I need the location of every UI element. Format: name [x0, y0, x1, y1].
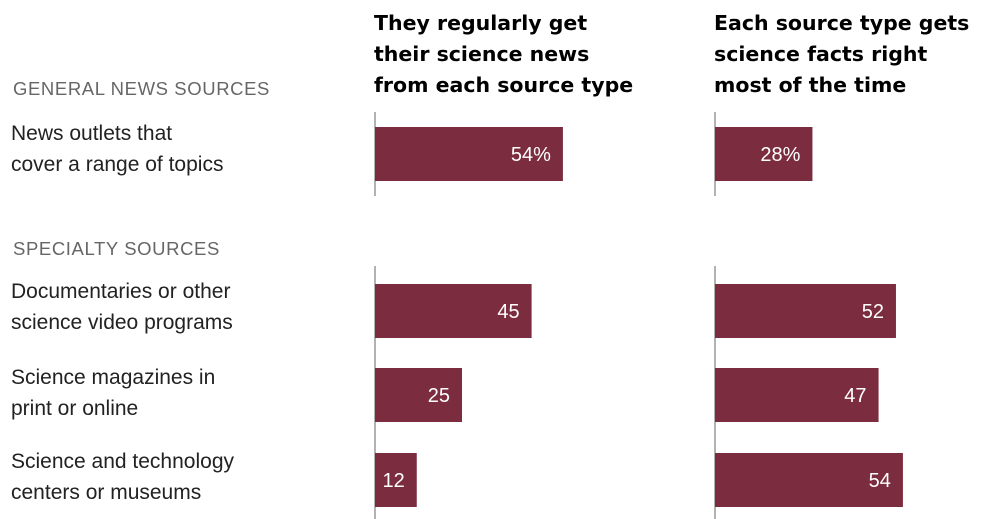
bar-value-label-1-3: 54 — [869, 470, 891, 492]
row-label-news-outlets: News outlets that cover a range of topic… — [11, 118, 331, 180]
right-title-line-2: science facts right — [714, 42, 928, 66]
bar-value-label-1-1: 52 — [862, 301, 884, 323]
bar-0-0 — [375, 127, 563, 181]
right-title-line-3: most of the time — [714, 73, 907, 97]
right-title-line-1: Each source type gets — [714, 11, 970, 35]
bar-value-label-0-0: 54% — [511, 144, 551, 166]
bar-value-label-0-3: 12 — [383, 470, 405, 492]
row-label-line: cover a range of topics — [11, 153, 224, 176]
left-title-line-2: their science news — [374, 42, 590, 66]
row-label-documentaries: Documentaries or other science video pro… — [11, 276, 331, 338]
left-title-line-3: from each source type — [374, 73, 634, 97]
row-label-line: science video programs — [11, 311, 233, 334]
bar-0-1 — [375, 284, 532, 338]
bar-0-2 — [375, 368, 462, 422]
section-heading-general: GENERAL NEWS SOURCES — [13, 78, 270, 99]
right-column-title: Each source type gets science facts righ… — [714, 8, 984, 101]
bar-1-3 — [715, 453, 903, 507]
row-label-line: centers or museums — [11, 481, 202, 504]
left-column-title: They regularly get their science news fr… — [374, 8, 674, 101]
row-label-museums: Science and technology centers or museum… — [11, 446, 331, 508]
left-title-line-1: They regularly get — [374, 11, 588, 35]
bar-1-0 — [715, 127, 813, 181]
bar-1-1 — [715, 284, 896, 338]
bar-0-3 — [375, 453, 417, 507]
row-label-line: Documentaries or other — [11, 280, 231, 303]
bar-value-label-0-1: 45 — [497, 301, 519, 323]
bar-value-label-0-2: 25 — [428, 385, 450, 407]
row-label-line: Science magazines in — [11, 366, 216, 389]
row-label-line: News outlets that — [11, 122, 173, 145]
row-label-magazines: Science magazines in print or online — [11, 362, 331, 424]
bar-value-label-1-0: 28% — [760, 144, 800, 166]
section-heading-specialty: SPECIALTY SOURCES — [13, 238, 220, 259]
bar-value-label-1-2: 47 — [844, 385, 866, 407]
row-label-line: print or online — [11, 397, 139, 420]
bar-1-2 — [715, 368, 879, 422]
row-label-line: Science and technology — [11, 450, 234, 473]
